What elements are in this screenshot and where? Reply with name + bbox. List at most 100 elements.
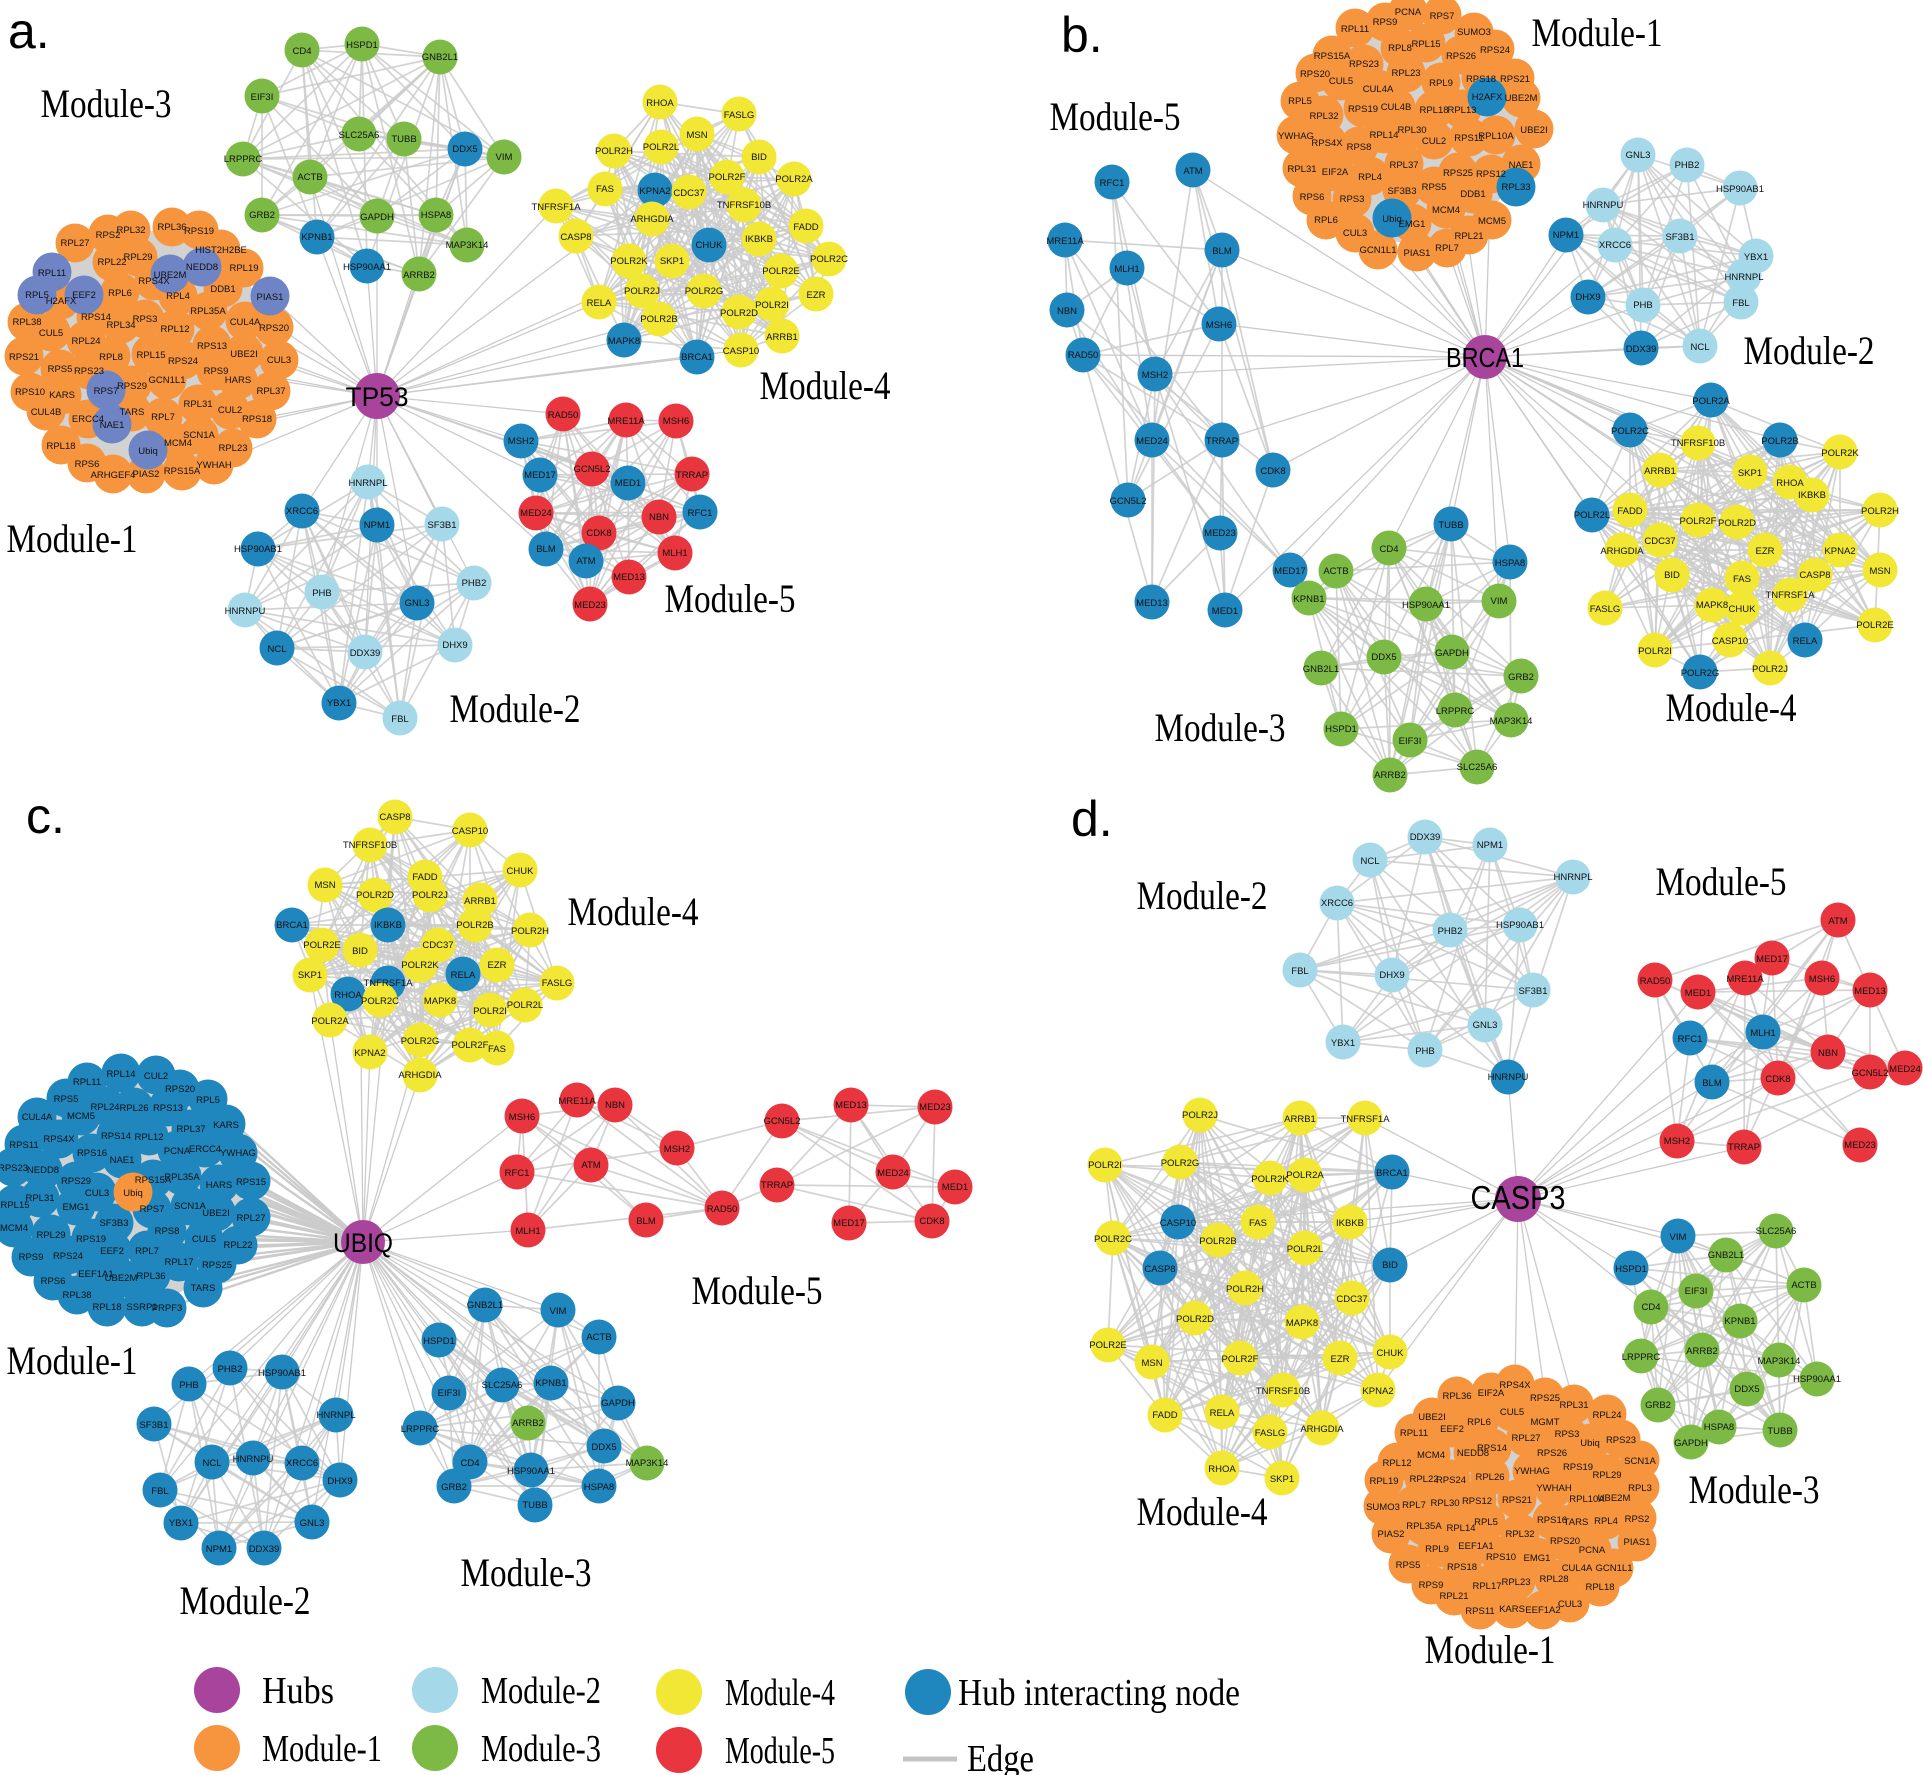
- svg-text:POLR2F: POLR2F: [452, 1040, 489, 1051]
- svg-text:HSPA8: HSPA8: [421, 210, 451, 221]
- svg-text:ACTB: ACTB: [1323, 566, 1348, 577]
- svg-text:MED13: MED13: [1136, 598, 1168, 609]
- svg-text:RPL36: RPL36: [1442, 1391, 1471, 1402]
- svg-text:RHOA: RHOA: [1776, 478, 1804, 489]
- svg-text:RPS9: RPS9: [204, 366, 229, 377]
- svg-text:Module-5: Module-5: [665, 576, 796, 621]
- svg-text:NCL: NCL: [1360, 856, 1379, 867]
- svg-text:POLR2G: POLR2G: [1681, 668, 1720, 679]
- svg-text:KPNA2: KPNA2: [639, 186, 670, 197]
- svg-text:GCN5L2: GCN5L2: [1110, 496, 1147, 507]
- svg-text:ACTB: ACTB: [1791, 1280, 1816, 1291]
- svg-text:UBE2I: UBE2I: [230, 349, 257, 360]
- svg-text:MED24: MED24: [1136, 436, 1168, 447]
- svg-text:RPS15A: RPS15A: [164, 466, 201, 477]
- svg-text:EMG1: EMG1: [63, 1202, 90, 1213]
- svg-text:RPS13: RPS13: [197, 341, 227, 352]
- svg-text:ARRB1: ARRB1: [464, 896, 496, 907]
- svg-text:RPS14: RPS14: [81, 312, 111, 323]
- svg-text:TNFRSF10B: TNFRSF10B: [717, 200, 771, 211]
- svg-text:Module-2: Module-2: [1137, 873, 1268, 918]
- svg-text:FADD: FADD: [793, 222, 818, 233]
- svg-text:PIAS1: PIAS1: [1624, 1537, 1651, 1548]
- svg-text:VIM: VIM: [1670, 1232, 1687, 1243]
- svg-text:HSPD1: HSPD1: [1325, 724, 1357, 735]
- svg-text:RPL27: RPL27: [60, 238, 89, 249]
- svg-text:RPL31: RPL31: [183, 399, 212, 410]
- svg-text:DDX5: DDX5: [1371, 652, 1396, 663]
- svg-text:RPS25: RPS25: [1530, 1393, 1560, 1404]
- svg-text:POLR2A: POLR2A: [311, 1016, 349, 1027]
- svg-text:SLC25A6: SLC25A6: [1756, 1226, 1797, 1237]
- svg-text:CUL2: CUL2: [218, 405, 242, 416]
- svg-text:NCL: NCL: [1690, 342, 1709, 353]
- svg-text:MSH6: MSH6: [509, 1112, 535, 1123]
- svg-text:PHB: PHB: [1415, 1046, 1435, 1057]
- svg-text:RPL29: RPL29: [1592, 1470, 1621, 1481]
- svg-text:Module-2: Module-2: [481, 1670, 601, 1712]
- svg-text:CASP10: CASP10: [723, 346, 759, 357]
- svg-text:MCM5: MCM5: [67, 1111, 95, 1122]
- svg-text:RPL15: RPL15: [136, 350, 165, 361]
- svg-text:RPS20: RPS20: [1300, 69, 1330, 80]
- svg-text:BRCA1: BRCA1: [1446, 342, 1524, 373]
- svg-text:POLR2D: POLR2D: [720, 308, 758, 319]
- svg-text:RPL8: RPL8: [1388, 43, 1412, 54]
- svg-text:Module-2: Module-2: [450, 686, 581, 731]
- svg-text:Module-4: Module-4: [1666, 685, 1797, 730]
- svg-text:CUL4A: CUL4A: [230, 317, 261, 328]
- svg-text:NCL: NCL: [202, 1458, 221, 1469]
- svg-text:XRCC6: XRCC6: [1599, 240, 1631, 251]
- svg-text:RPL11: RPL11: [73, 1077, 101, 1088]
- svg-text:UBE2I: UBE2I: [1418, 1412, 1445, 1423]
- svg-text:RPL31: RPL31: [1559, 1400, 1588, 1411]
- svg-text:CUL5: CUL5: [1329, 76, 1353, 87]
- svg-text:MCM4: MCM4: [164, 438, 192, 449]
- svg-text:RPL37: RPL37: [1389, 160, 1418, 171]
- svg-text:LRPPRC: LRPPRC: [224, 154, 263, 165]
- svg-text:LRPPRC: LRPPRC: [1436, 706, 1475, 717]
- svg-text:RPS5: RPS5: [48, 364, 73, 375]
- svg-text:RPL11: RPL11: [1341, 24, 1369, 35]
- svg-text:CUL5: CUL5: [39, 328, 63, 339]
- svg-text:RPL8: RPL8: [99, 352, 123, 363]
- svg-text:LRPPRC: LRPPRC: [1622, 1352, 1661, 1363]
- svg-text:RPS12: RPS12: [1462, 1496, 1492, 1507]
- svg-text:RPL12: RPL12: [134, 1132, 163, 1143]
- svg-text:EMG1: EMG1: [1399, 219, 1426, 230]
- svg-text:POLR2H: POLR2H: [595, 146, 633, 157]
- svg-text:Ubiq: Ubiq: [1382, 214, 1402, 225]
- svg-text:BID: BID: [352, 946, 368, 957]
- svg-text:Module-3: Module-3: [1155, 705, 1286, 750]
- svg-text:SLC25A6: SLC25A6: [339, 130, 380, 141]
- svg-text:RPS19: RPS19: [76, 1234, 106, 1245]
- svg-text:MED17: MED17: [833, 1218, 865, 1229]
- svg-text:IKBKB: IKBKB: [1336, 1218, 1364, 1229]
- svg-text:POLR2J: POLR2J: [624, 286, 660, 297]
- svg-text:TP53: TP53: [346, 382, 409, 412]
- svg-text:RPS16: RPS16: [77, 1148, 107, 1159]
- svg-text:Module-1: Module-1: [262, 1728, 382, 1770]
- svg-text:DDX39: DDX39: [249, 1544, 280, 1555]
- svg-text:POLR2B: POLR2B: [1199, 1236, 1237, 1247]
- svg-text:SCN1A: SCN1A: [174, 1201, 206, 1212]
- svg-text:POLR2I: POLR2I: [755, 300, 789, 311]
- svg-text:GAPDH: GAPDH: [601, 1398, 635, 1409]
- svg-text:RPL15: RPL15: [1411, 39, 1440, 50]
- svg-text:RPL13: RPL13: [1447, 105, 1476, 116]
- svg-text:CDC37: CDC37: [1644, 536, 1675, 547]
- svg-text:TUBB: TUBB: [1767, 1426, 1792, 1437]
- svg-text:MGMT: MGMT: [1530, 1417, 1559, 1428]
- svg-text:c.: c.: [26, 788, 65, 844]
- svg-text:RELA: RELA: [1793, 636, 1818, 647]
- svg-text:ACTB: ACTB: [297, 172, 322, 183]
- svg-text:MAPK8: MAPK8: [608, 336, 640, 347]
- svg-text:TARS: TARS: [1564, 1517, 1589, 1528]
- svg-text:POLR2I: POLR2I: [1638, 646, 1672, 657]
- svg-text:POLR2G: POLR2G: [1161, 1158, 1200, 1169]
- svg-text:HNRNPU: HNRNPU: [233, 1454, 274, 1465]
- svg-text:RPL7: RPL7: [135, 1246, 159, 1257]
- svg-text:TNFRSF1A: TNFRSF1A: [363, 978, 413, 989]
- svg-text:RPL26: RPL26: [119, 1103, 148, 1114]
- svg-text:SKP1: SKP1: [298, 970, 322, 981]
